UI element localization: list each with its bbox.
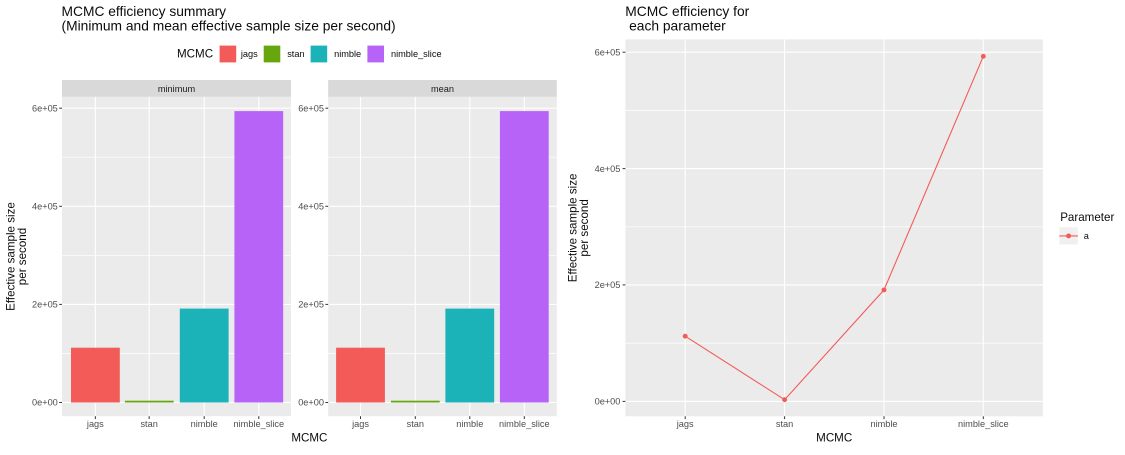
svg-text:stan: stan (776, 419, 793, 429)
svg-text:Effective sample size: Effective sample size (567, 174, 580, 283)
svg-text:2e+05: 2e+05 (298, 300, 324, 310)
svg-text:jags: jags (240, 49, 258, 59)
svg-text:6e+05: 6e+05 (298, 103, 324, 113)
svg-text:mean: mean (431, 84, 454, 94)
svg-text:stan: stan (287, 49, 304, 59)
svg-text:6e+05: 6e+05 (595, 47, 621, 57)
svg-text:nimble: nimble (456, 419, 483, 429)
svg-text:2e+05: 2e+05 (595, 280, 621, 290)
svg-text:nimble: nimble (191, 419, 218, 429)
svg-text:jags: jags (351, 419, 369, 429)
svg-text:each parameter: each parameter (625, 19, 726, 34)
svg-text:Effective sample size: Effective sample size (5, 202, 18, 311)
svg-text:nimble_slice: nimble_slice (958, 419, 1009, 429)
svg-text:jags: jags (676, 419, 694, 429)
svg-text:per second: per second (16, 228, 29, 285)
svg-text:MCMC: MCMC (291, 432, 327, 445)
svg-text:0e+00: 0e+00 (32, 398, 58, 408)
svg-text:nimble: nimble (334, 49, 361, 59)
svg-text:Parameter: Parameter (1060, 211, 1114, 224)
svg-text:nimble_slice: nimble_slice (234, 419, 285, 429)
svg-text:jags: jags (86, 419, 104, 429)
svg-text:4e+05: 4e+05 (298, 202, 324, 212)
svg-text:a: a (1084, 231, 1090, 241)
svg-text:4e+05: 4e+05 (595, 164, 621, 174)
svg-text:MCMC efficiency summary: MCMC efficiency summary (62, 4, 227, 19)
svg-text:stan: stan (407, 419, 424, 429)
svg-text:minimum: minimum (158, 84, 196, 94)
svg-text:MCMC: MCMC (816, 432, 852, 445)
svg-text:2e+05: 2e+05 (32, 300, 58, 310)
svg-text:stan: stan (140, 419, 157, 429)
svg-text:MCMC: MCMC (177, 48, 213, 61)
svg-text:0e+00: 0e+00 (298, 398, 324, 408)
svg-text:nimble_slice: nimble_slice (499, 419, 550, 429)
svg-text:6e+05: 6e+05 (32, 103, 58, 113)
svg-text:0e+00: 0e+00 (595, 397, 621, 407)
svg-text:per second: per second (578, 199, 591, 256)
svg-text:(Minimum and mean effective sa: (Minimum and mean effective sample size … (62, 19, 396, 34)
svg-text:4e+05: 4e+05 (32, 202, 58, 212)
svg-text:MCMC efficiency for: MCMC efficiency for (625, 4, 749, 19)
svg-text:nimble_slice: nimble_slice (391, 49, 442, 59)
svg-text:nimble: nimble (870, 419, 897, 429)
